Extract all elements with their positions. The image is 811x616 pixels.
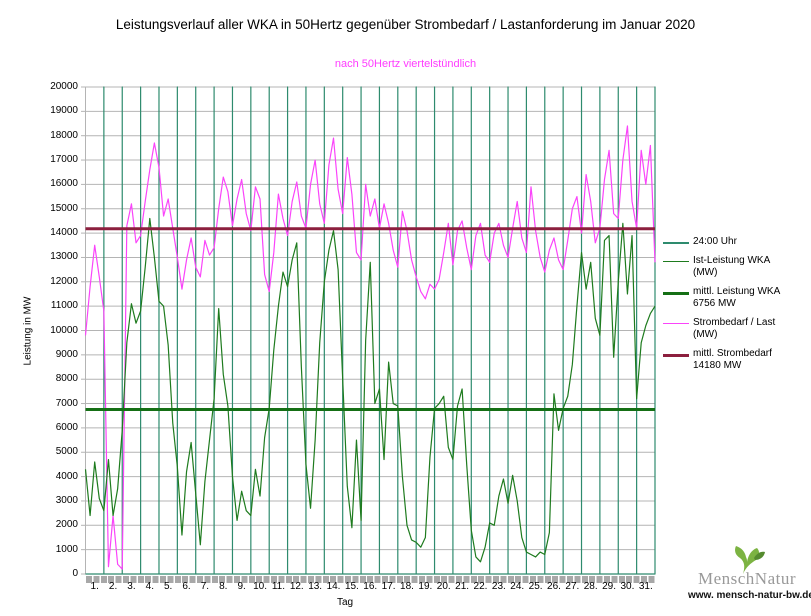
y-tick-label: 1000 <box>55 543 78 555</box>
y-tick-label: 5000 <box>55 446 78 458</box>
legend-item: mittl. Leistung WKA 6756 MW <box>663 286 803 311</box>
logo-brand-left: Mensch <box>697 569 755 588</box>
y-tick-label: 16000 <box>50 178 78 190</box>
x-tick-label: 12. <box>289 581 304 592</box>
y-tick-label: 14000 <box>50 227 78 239</box>
mensch-natur-logo: MenschNatur www. mensch-natur-bw.de <box>688 546 811 601</box>
y-tick-label: 4000 <box>55 470 78 482</box>
x-tick-label: 2. <box>108 581 118 592</box>
legend-label: 24:00 Uhr <box>693 236 737 247</box>
legend-label: Ist-Leistung WKA (MW) <box>693 254 771 279</box>
x-tick-label: 4. <box>145 581 154 592</box>
x-tick-label: 5. <box>164 581 173 592</box>
x-tick-label: 8. <box>219 581 228 592</box>
legend-item: Ist-Leistung WKA (MW) <box>663 255 803 280</box>
legend-swatch <box>663 291 689 295</box>
legend-label: Strombedarf / Last (MW) <box>693 316 776 341</box>
legend-swatch <box>663 260 689 262</box>
x-tick-label: 7. <box>200 581 210 592</box>
y-tick-label: 15000 <box>50 202 78 214</box>
y-tick-label: 7000 <box>55 397 78 409</box>
legend-swatch <box>663 322 689 324</box>
x-tick-label: 17. <box>381 581 396 592</box>
x-tick-band <box>86 576 656 583</box>
series-midnight-lines <box>85 86 656 575</box>
y-tick-label: 11000 <box>50 300 78 312</box>
x-tick-label: 18. <box>400 581 414 592</box>
x-tick-label: 25. <box>528 581 543 592</box>
x-tick-label: 14. <box>326 581 341 592</box>
y-tick-label: 8000 <box>55 373 78 385</box>
x-tick-label: 19. <box>418 581 433 592</box>
x-tick-label: 21. <box>455 581 470 592</box>
x-tick-label: 28. <box>583 581 598 592</box>
x-tick-label: 1. <box>90 581 99 592</box>
x-tick-label: 30. <box>620 581 635 592</box>
legend-label: mittl. Leistung WKA 6756 MW <box>693 285 781 310</box>
y-tick-label: 17000 <box>50 154 78 166</box>
y-tick-label: 13000 <box>50 251 78 263</box>
y-tick-label: 9000 <box>55 348 78 360</box>
legend-item: 24:00 Uhr <box>663 236 803 249</box>
x-tick-label: 20. <box>436 581 451 592</box>
legend-item: Strombedarf / Last (MW) <box>663 317 803 342</box>
chart-title: Leistungsverlauf aller WKA in 50Hertz ge… <box>115 17 696 32</box>
legend-item: mittl. Strombedarf 14180 MW <box>663 348 803 373</box>
y-tick-label: 3000 <box>55 494 78 506</box>
legend-label: mittl. Strombedarf 14180 MW <box>693 347 772 372</box>
y-tick-label: 18000 <box>50 129 78 141</box>
ginkgo-leaf-icon <box>735 546 765 574</box>
x-tick-label: 10. <box>253 581 267 592</box>
chart-subtitle: nach 50Hertz viertelstündlich <box>334 58 477 70</box>
y-tick-label: 0 <box>72 568 78 579</box>
y-tick-label: 2000 <box>55 519 78 531</box>
x-axis-label: Tag <box>336 597 354 608</box>
y-tick-label: 19000 <box>50 105 78 117</box>
y-tick-label: 6000 <box>55 421 78 433</box>
x-tick-label: 27. <box>565 581 580 592</box>
x-tick-label: 16. <box>363 581 378 592</box>
x-tick-label: 15. <box>344 581 359 592</box>
logo-url: www. mensch-natur-bw.de <box>688 590 811 601</box>
legend-swatch <box>663 242 689 244</box>
y-tick-label: 12000 <box>50 275 78 287</box>
x-tick-label: 3. <box>127 581 136 592</box>
x-tick-label: 6. <box>182 581 191 592</box>
logo-brand-right: Natur <box>754 569 797 588</box>
y-tick-label: 10000 <box>50 324 78 336</box>
y-tick-label: 20000 <box>50 81 78 92</box>
x-tick-label: 13. <box>308 581 323 592</box>
x-tick-label: 11. <box>271 581 285 592</box>
series-ist-leistung-wka <box>84 217 656 563</box>
x-tick-label: 31. <box>638 581 653 592</box>
series-strombedarf <box>84 125 656 570</box>
logo-brand: MenschNatur <box>688 569 806 589</box>
x-tick-label: 9. <box>237 581 246 592</box>
x-tick-label: 29. <box>602 581 617 592</box>
x-tick-label: 23. <box>491 581 506 592</box>
legend-swatch <box>663 353 689 357</box>
x-tick-label: 26. <box>547 581 561 592</box>
x-tick-label: 24. <box>510 581 525 592</box>
chart-legend: 24:00 Uhr Ist-Leistung WKA (MW) mittl. Leis… <box>663 236 803 379</box>
x-tick-label: 22. <box>473 581 488 592</box>
